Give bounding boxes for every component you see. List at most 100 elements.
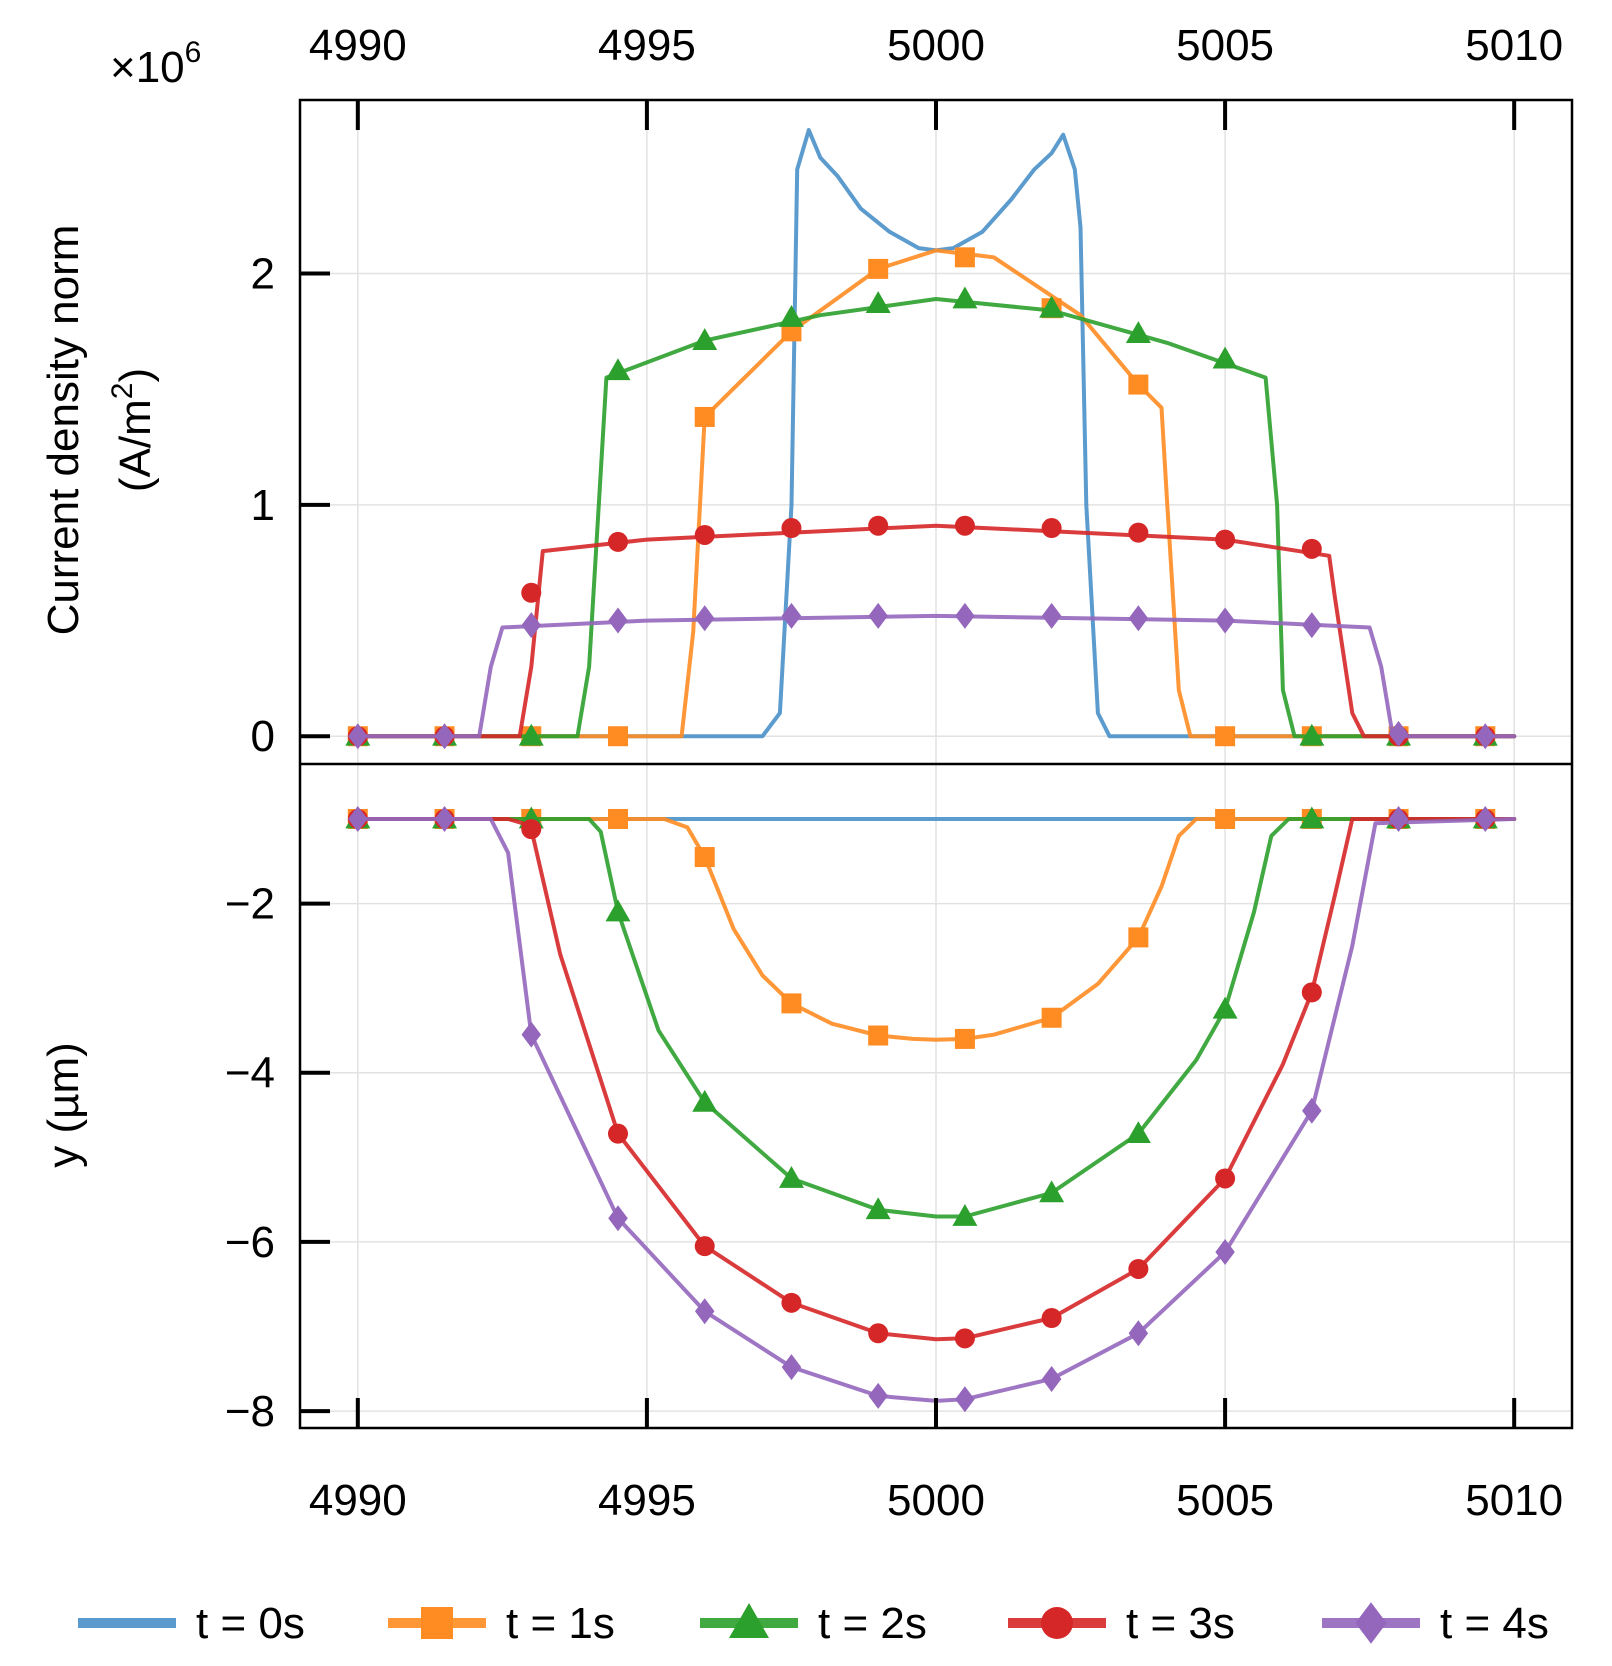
top-series-marker-t-3s bbox=[1301, 538, 1322, 559]
bottom-series-marker-t-3s bbox=[694, 1236, 715, 1257]
legend-swatch-marker bbox=[729, 1603, 769, 1638]
top-series-marker-t-3s bbox=[694, 524, 715, 545]
bottom-series-marker-t-1s bbox=[781, 993, 802, 1014]
top-series-marker-t-2s bbox=[605, 358, 631, 381]
bottom-series-marker-t-3s bbox=[521, 819, 542, 840]
top-series-marker-t-4s bbox=[955, 602, 975, 629]
bottom-y-tick-label: −2 bbox=[225, 880, 275, 929]
top-series-marker-t-3s bbox=[1128, 522, 1149, 543]
top-series-marker-t-2s bbox=[692, 328, 718, 350]
top-y-axis-title: Current density norm bbox=[39, 225, 88, 636]
top-series-marker-t-2s bbox=[518, 723, 544, 746]
legend-swatch-marker bbox=[1355, 1602, 1387, 1644]
top-series-marker-t-2s bbox=[865, 291, 891, 313]
bottom-series-marker-t-4s bbox=[1475, 805, 1496, 832]
bottom-series-marker-t-3s bbox=[608, 1123, 628, 1144]
legend-item: t = 4s bbox=[1322, 1599, 1549, 1648]
bottom-series-marker-t-1s bbox=[1128, 927, 1149, 948]
top-series-marker-t-1s bbox=[608, 726, 628, 747]
bottom-series-marker-t-2s bbox=[952, 1204, 978, 1226]
top-series-marker-t-4s bbox=[521, 612, 542, 639]
bottom-series-marker-t-4s bbox=[608, 1205, 628, 1232]
units-base: (A/m bbox=[111, 399, 160, 492]
bottom-series-marker-t-3s bbox=[954, 1328, 975, 1349]
bottom-series-marker-t-4s bbox=[868, 1382, 888, 1409]
legend-label: t = 0s bbox=[196, 1599, 305, 1648]
legend: t = 0s t = 1s t = 2s t = 3s t = 4s bbox=[78, 1599, 1549, 1648]
bottom-y-axis-title: y (µm) bbox=[39, 1042, 88, 1168]
top-series-marker-t-3s bbox=[1215, 529, 1236, 550]
legend-label: t = 4s bbox=[1440, 1599, 1549, 1648]
bottom-series-marker-t-3s bbox=[1301, 982, 1322, 1003]
top-series-marker-t-2s bbox=[952, 286, 978, 309]
bottom-series-marker-t-1s bbox=[694, 847, 715, 868]
top-y-tick-label: 1 bbox=[251, 481, 275, 530]
legend-label: t = 3s bbox=[1126, 1599, 1235, 1648]
top-series-marker-t-4s bbox=[1128, 605, 1149, 632]
bottom-x-tick-label: 4990 bbox=[309, 1476, 407, 1525]
top-panel bbox=[345, 128, 1517, 750]
top-series-marker-t-3s bbox=[868, 515, 889, 536]
scale-exponent: 6 bbox=[185, 36, 202, 69]
bottom-series-marker-t-3s bbox=[868, 1323, 889, 1344]
units-close: ) bbox=[111, 368, 160, 383]
top-series-marker-t-3s bbox=[1041, 518, 1062, 539]
top-series-marker-t-4s bbox=[868, 602, 888, 629]
bottom-series-marker-t-2s bbox=[1125, 1121, 1151, 1144]
top-series-marker-t-3s bbox=[521, 582, 542, 603]
legend-swatch-marker bbox=[1041, 1607, 1073, 1639]
top-series-marker-t-1s bbox=[868, 258, 889, 279]
bottom-series-marker-t-2s bbox=[692, 1089, 718, 1112]
bottom-series-marker-t-4s bbox=[955, 1386, 975, 1413]
top-series-marker-t-4s bbox=[608, 607, 628, 634]
top-series-marker-t-4s bbox=[781, 602, 802, 629]
bottom-x-tick-label: 4995 bbox=[598, 1476, 696, 1525]
bottom-series-marker-t-3s bbox=[1128, 1258, 1149, 1279]
top-x-tick-label: 4990 bbox=[309, 21, 407, 70]
bottom-series-line-t-2s bbox=[355, 817, 1517, 1219]
bottom-series-marker-t-4s bbox=[781, 1354, 802, 1381]
bottom-series-marker-t-1s bbox=[1041, 1007, 1062, 1028]
legend-swatch-marker bbox=[421, 1607, 453, 1639]
top-series-marker-t-4s bbox=[1041, 602, 1062, 629]
top-series-line-t-1s bbox=[355, 248, 1517, 739]
bottom-series-marker-t-4s bbox=[1128, 1320, 1149, 1347]
top-x-tick-label: 5000 bbox=[887, 21, 985, 70]
bottom-y-tick-label: −8 bbox=[225, 1387, 275, 1436]
top-series-marker-t-4s bbox=[694, 605, 715, 632]
bottom-x-tick-label: 5010 bbox=[1465, 1476, 1563, 1525]
bottom-series-marker-t-1s bbox=[868, 1025, 889, 1046]
legend-item: t = 0s bbox=[78, 1599, 305, 1648]
bottom-series-marker-t-4s bbox=[348, 805, 368, 832]
top-y-tick-label: 2 bbox=[251, 250, 275, 299]
bottom-series-marker-t-4s bbox=[1302, 1097, 1322, 1124]
bottom-series-marker-t-4s bbox=[1388, 805, 1409, 832]
axis-text: 4990 4990 4995 4995 5000 5000 5005 5005 5010 5010… bbox=[39, 21, 1563, 1525]
bottom-series-marker-t-2s bbox=[778, 1165, 804, 1188]
top-series-marker-t-2s bbox=[1299, 723, 1325, 746]
top-series-line-t-4s bbox=[355, 613, 1517, 739]
top-series-marker-t-4s bbox=[1215, 607, 1235, 634]
bottom-series-marker-t-1s bbox=[954, 1028, 975, 1049]
bottom-x-tick-label: 5000 bbox=[887, 1476, 985, 1525]
top-series-marker-t-2s bbox=[1125, 321, 1151, 344]
legend-label: t = 2s bbox=[818, 1599, 927, 1648]
top-series-line-t-2s bbox=[355, 297, 1517, 739]
top-y-tick-label: 0 bbox=[251, 712, 275, 761]
bottom-series-marker-t-2s bbox=[605, 899, 631, 922]
top-x-tick-label: 4995 bbox=[598, 21, 696, 70]
top-y-axis-units: (A/m2) bbox=[106, 368, 160, 492]
top-series-marker-t-4s bbox=[1388, 720, 1409, 747]
scale-prefix: ×10 bbox=[110, 43, 185, 92]
top-series-marker-t-1s bbox=[954, 247, 975, 268]
bottom-series-line-t-1s bbox=[355, 817, 1517, 1042]
bottom-series-marker-t-3s bbox=[1215, 1168, 1236, 1189]
bottom-series-marker-t-2s bbox=[865, 1197, 891, 1220]
bottom-series-marker-t-2s bbox=[1039, 1180, 1065, 1203]
bottom-x-tick-label: 5005 bbox=[1176, 1476, 1274, 1525]
bottom-series-marker-t-3s bbox=[1041, 1308, 1062, 1329]
bottom-series-marker-t-4s bbox=[1215, 1239, 1235, 1266]
top-x-tick-label: 5005 bbox=[1176, 21, 1274, 70]
bottom-series-marker-t-3s bbox=[781, 1292, 802, 1313]
